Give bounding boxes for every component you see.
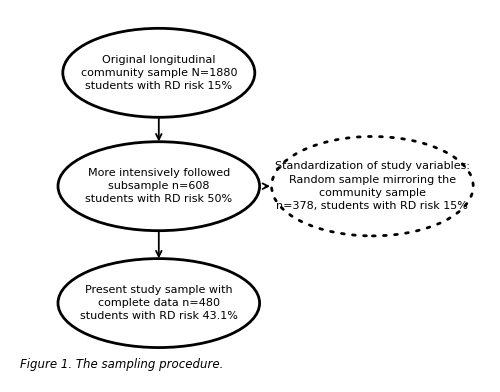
Text: Figure 1. The sampling procedure.: Figure 1. The sampling procedure.: [20, 358, 223, 371]
Text: Original longitudinal
community sample Ν=1880
students with RD risk 15%: Original longitudinal community sample Ν…: [80, 54, 237, 91]
Text: Standardization of study variables:
Random sample mirroring the
community sample: Standardization of study variables: Rand…: [275, 162, 470, 211]
Text: More intensively followed
subsample n=608
students with RD risk 50%: More intensively followed subsample n=60…: [85, 168, 233, 204]
Text: Present study sample with
complete data n=480
students with RD risk 43.1%: Present study sample with complete data …: [80, 285, 237, 321]
